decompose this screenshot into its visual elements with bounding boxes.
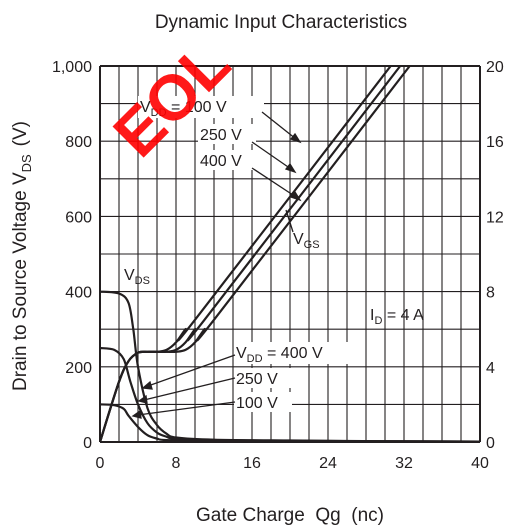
x-tick-label: 16 [243, 455, 261, 472]
vdd-bottom-100-label: 100 V [236, 395, 278, 412]
x-tick-label: 8 [172, 455, 181, 472]
id-condition-label: ID = 4 A [370, 307, 424, 327]
pointer-vdd-400-top [251, 167, 297, 198]
x-axis-label: Gate Charge Qg (nc) [196, 505, 384, 526]
vdd-bottom-label: VDD = 400 V [236, 345, 323, 365]
vdd-top-250-bg [198, 124, 256, 144]
y-right-tick-label: 20 [486, 59, 504, 76]
pointer-vdd-400-bottom [147, 354, 236, 387]
pointer-vdd-100-top [261, 111, 297, 140]
arrowhead-vdd-100-top [289, 132, 302, 144]
arrowhead-vdd-250-bottom [137, 394, 148, 404]
pointer-vgs [285, 209, 294, 233]
pointer-vdd-250-bottom [143, 377, 236, 401]
y-left-tick-label: 200 [65, 360, 92, 377]
arrowhead-vdd-100-bottom [131, 409, 142, 419]
vdd-top-250-label: 250 V [200, 127, 242, 144]
pointer-vdd-250-top [251, 141, 292, 170]
vdd-bottom-250-bg [234, 368, 292, 388]
y-right-tick-label: 4 [486, 360, 495, 377]
y-right-tick-label: 0 [486, 435, 495, 452]
y-left-tick-label: 600 [65, 209, 92, 226]
arrowhead-vdd-400-top [289, 190, 302, 202]
vdd-top-label-bg [138, 96, 264, 118]
vdd-bottom-250-label: 250 V [236, 371, 278, 388]
x-tick-label: 24 [319, 455, 337, 472]
x-tick-label: 0 [96, 455, 105, 472]
y-left-tick-label: 800 [65, 134, 92, 151]
vgs-label: VGS [293, 231, 320, 251]
vgs-curve-400v [98, 65, 411, 443]
pointer-vdd-100-bottom [137, 401, 236, 416]
vdd-bottom-100-bg [234, 392, 292, 412]
vds-curve-100v [99, 403, 481, 443]
vdd-bottom-label-bg [234, 342, 362, 364]
grid [99, 65, 481, 443]
vds-label: VDS [124, 267, 150, 287]
arrowhead-vdd-400-bottom [141, 380, 153, 390]
y-left-tick-label: 0 [83, 435, 92, 452]
annotation-pointers [131, 111, 302, 419]
vdd-top-400-label: 400 V [200, 153, 242, 170]
y-right-tick-label: 16 [486, 134, 504, 151]
y-right-tick-label: 12 [486, 209, 504, 226]
y-left-tick-label: 400 [65, 285, 92, 302]
chart-title: Dynamic Input Characteristics [155, 12, 407, 33]
x-tick-label: 40 [471, 455, 489, 472]
x-tick-label: 32 [395, 455, 413, 472]
vdd-top-label: VDD = 100 V [140, 99, 227, 119]
y-axis-left-label: Drain to Source Voltage VDS(V) [10, 121, 34, 391]
arrowhead-vdd-250-top [284, 162, 297, 174]
vdd-top-400-bg [198, 150, 256, 170]
series-curves [98, 65, 481, 443]
y-left-tick-label: 1,000 [52, 59, 92, 76]
y-right-tick-label: 8 [486, 285, 495, 302]
